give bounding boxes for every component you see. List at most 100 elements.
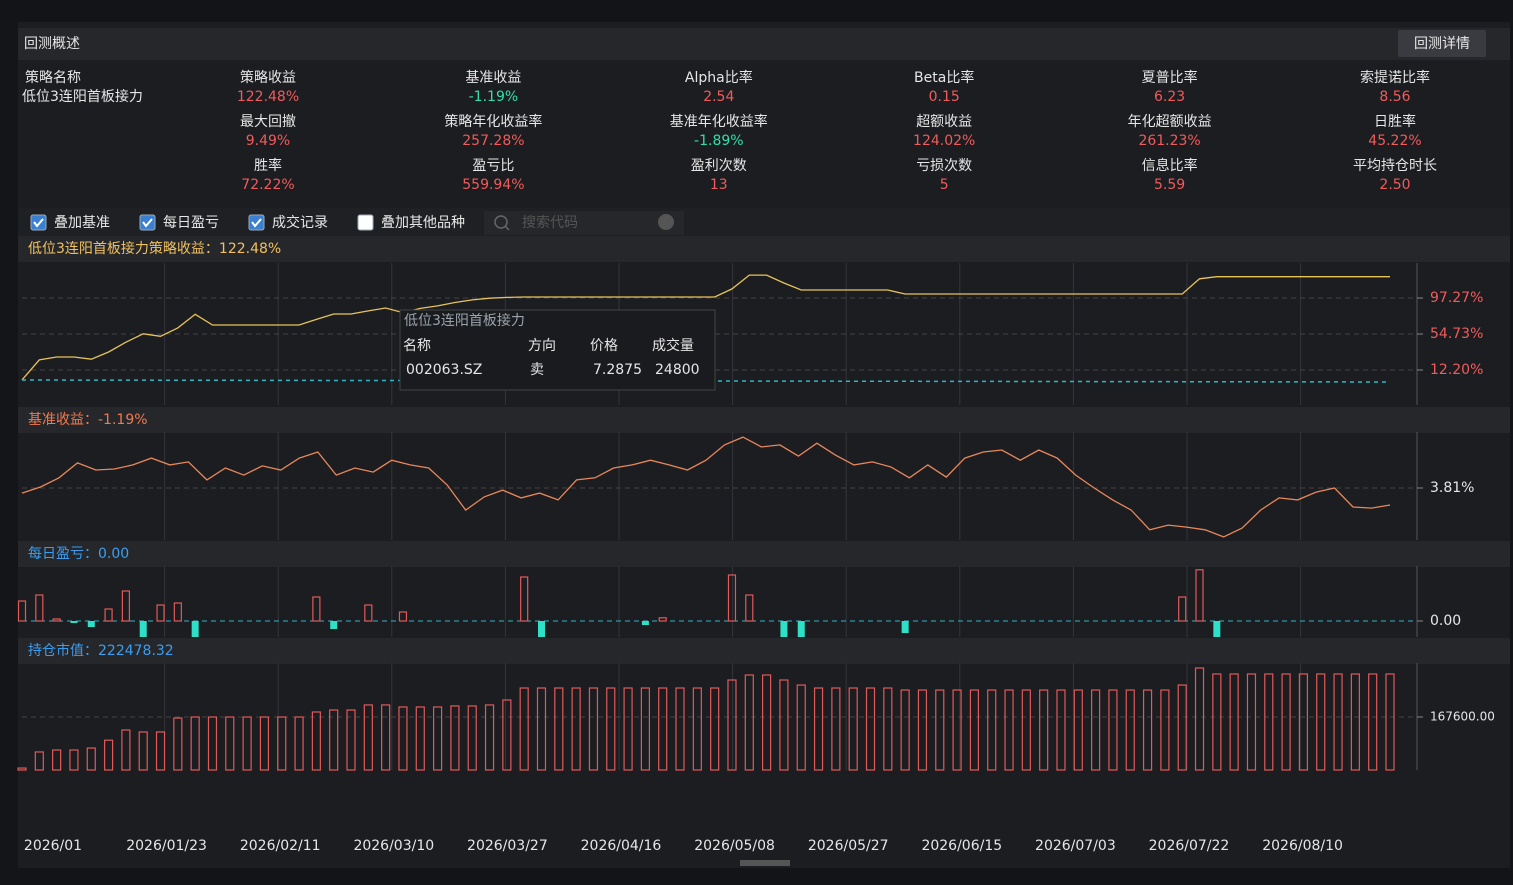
pnl-bar <box>35 594 44 622</box>
y-tick-label: 3.81% <box>1430 480 1474 496</box>
pnl-bar <box>745 594 754 622</box>
metric-value: 261.23% <box>1138 133 1200 149</box>
pnl-bar <box>641 621 649 625</box>
holding-bar <box>606 687 616 771</box>
holding-bar <box>277 716 287 771</box>
holding-bar <box>1264 673 1274 771</box>
metric-value: 124.02% <box>913 133 975 149</box>
metric-value: 72.22% <box>241 177 294 193</box>
holding-bar <box>346 709 356 771</box>
holding-bar <box>917 689 928 771</box>
y-tick-label: 54.73% <box>1430 326 1483 342</box>
holding-bar <box>381 704 391 771</box>
pnl-bar <box>52 618 61 622</box>
tooltip-cell: 卖 <box>530 362 544 378</box>
pnl-bar <box>139 621 147 637</box>
holding-bar <box>207 716 218 771</box>
pnl-bar <box>17 600 27 622</box>
holding-bar <box>710 687 720 771</box>
holding-bar <box>259 716 270 771</box>
panel-title: 基准收益：-1.19% <box>28 411 148 428</box>
holding-bar <box>17 767 27 771</box>
pnl-bar <box>1195 569 1204 622</box>
pnl-bar <box>727 574 737 622</box>
holding-bar <box>138 731 148 771</box>
x-tick-label: 2026/02/11 <box>240 838 321 854</box>
holding-bar <box>1385 673 1395 771</box>
checkbox-label[interactable]: 叠加基准 <box>54 214 110 231</box>
checkbox-label[interactable]: 每日盈亏 <box>163 215 219 231</box>
metric-label: 夏普比率 <box>1142 69 1198 86</box>
metric-label: Beta比率 <box>914 69 974 86</box>
holding-bar <box>987 689 997 771</box>
x-tick-label: 2026/07/03 <box>1035 838 1116 854</box>
metric-value: 45.22% <box>1368 133 1421 149</box>
holding-bar <box>675 687 685 771</box>
pnl-bar <box>398 611 408 622</box>
holding-bar <box>1368 673 1378 771</box>
metric-value: -1.89% <box>694 133 744 149</box>
checkbox[interactable] <box>248 214 265 231</box>
holding-bar <box>640 687 650 771</box>
holding-bar <box>415 706 425 771</box>
holding-bar <box>1298 673 1309 771</box>
scroll-handle[interactable] <box>740 860 790 866</box>
metric-label: 基准年化收益率 <box>670 113 768 130</box>
clear-icon[interactable] <box>658 214 674 230</box>
holding-bar <box>190 716 200 771</box>
metric-value: 8.56 <box>1379 89 1410 105</box>
pnl-bar <box>121 590 130 622</box>
holding-bar <box>779 679 789 771</box>
holding-bar <box>311 711 321 771</box>
search-placeholder[interactable]: 搜索代码 <box>522 214 578 231</box>
checkbox-label[interactable]: 叠加其他品种 <box>381 215 465 231</box>
y-tick-label: 97.27% <box>1430 290 1483 306</box>
panel-title-bar <box>18 407 1510 433</box>
top-bar <box>0 0 1513 22</box>
x-tick-label: 2026/06/15 <box>921 838 1002 854</box>
pnl-bar <box>780 621 788 637</box>
tooltip-title: 低位3连阳首板接力 <box>404 312 525 329</box>
holding-bar <box>155 731 166 771</box>
holding-bar <box>883 687 893 771</box>
metric-label: 日胜率 <box>1374 113 1416 130</box>
search-box[interactable] <box>484 211 684 235</box>
holding-bar <box>1125 689 1135 771</box>
x-tick-label: 2026/03/27 <box>467 838 548 854</box>
holding-bar <box>658 687 668 771</box>
holding-bar <box>52 749 62 771</box>
x-tick-label: 2026/01 <box>24 838 82 854</box>
holding-bar <box>467 705 477 771</box>
metric-value: 2.50 <box>1379 177 1410 193</box>
pnl-bar <box>797 621 805 637</box>
holding-bar <box>329 709 339 771</box>
metric-label: 最大回撤 <box>240 114 296 130</box>
pnl-bar <box>658 617 667 622</box>
panel-title-bar <box>18 236 1510 262</box>
metric-label: 亏损次数 <box>916 158 972 174</box>
details-button[interactable] <box>1398 30 1486 57</box>
checkbox[interactable] <box>357 214 374 231</box>
holding-bar <box>623 687 633 771</box>
pnl-bar <box>87 621 95 627</box>
line-series <box>21 274 1390 381</box>
checkbox[interactable] <box>139 214 156 231</box>
metric-label: 索提诺比率 <box>1360 69 1430 86</box>
pnl-bar <box>520 576 529 622</box>
metric-value: 559.94% <box>462 177 524 193</box>
tooltip-header: 方向 <box>528 338 556 354</box>
holding-bar <box>398 706 408 771</box>
checkbox-label[interactable]: 成交记录 <box>272 214 328 231</box>
tooltip-cell: 002063.SZ <box>406 362 482 378</box>
holding-bar <box>1108 689 1118 771</box>
holding-bar <box>1073 689 1083 771</box>
checkbox[interactable] <box>30 214 47 231</box>
holding-bar <box>571 687 581 771</box>
pnl-bar <box>330 621 338 629</box>
holding-bar <box>865 687 876 771</box>
holding-bar <box>900 689 910 771</box>
pnl-bar <box>70 621 78 623</box>
holding-bar <box>484 704 495 771</box>
details-button-label[interactable]: 回测详情 <box>1414 36 1470 52</box>
